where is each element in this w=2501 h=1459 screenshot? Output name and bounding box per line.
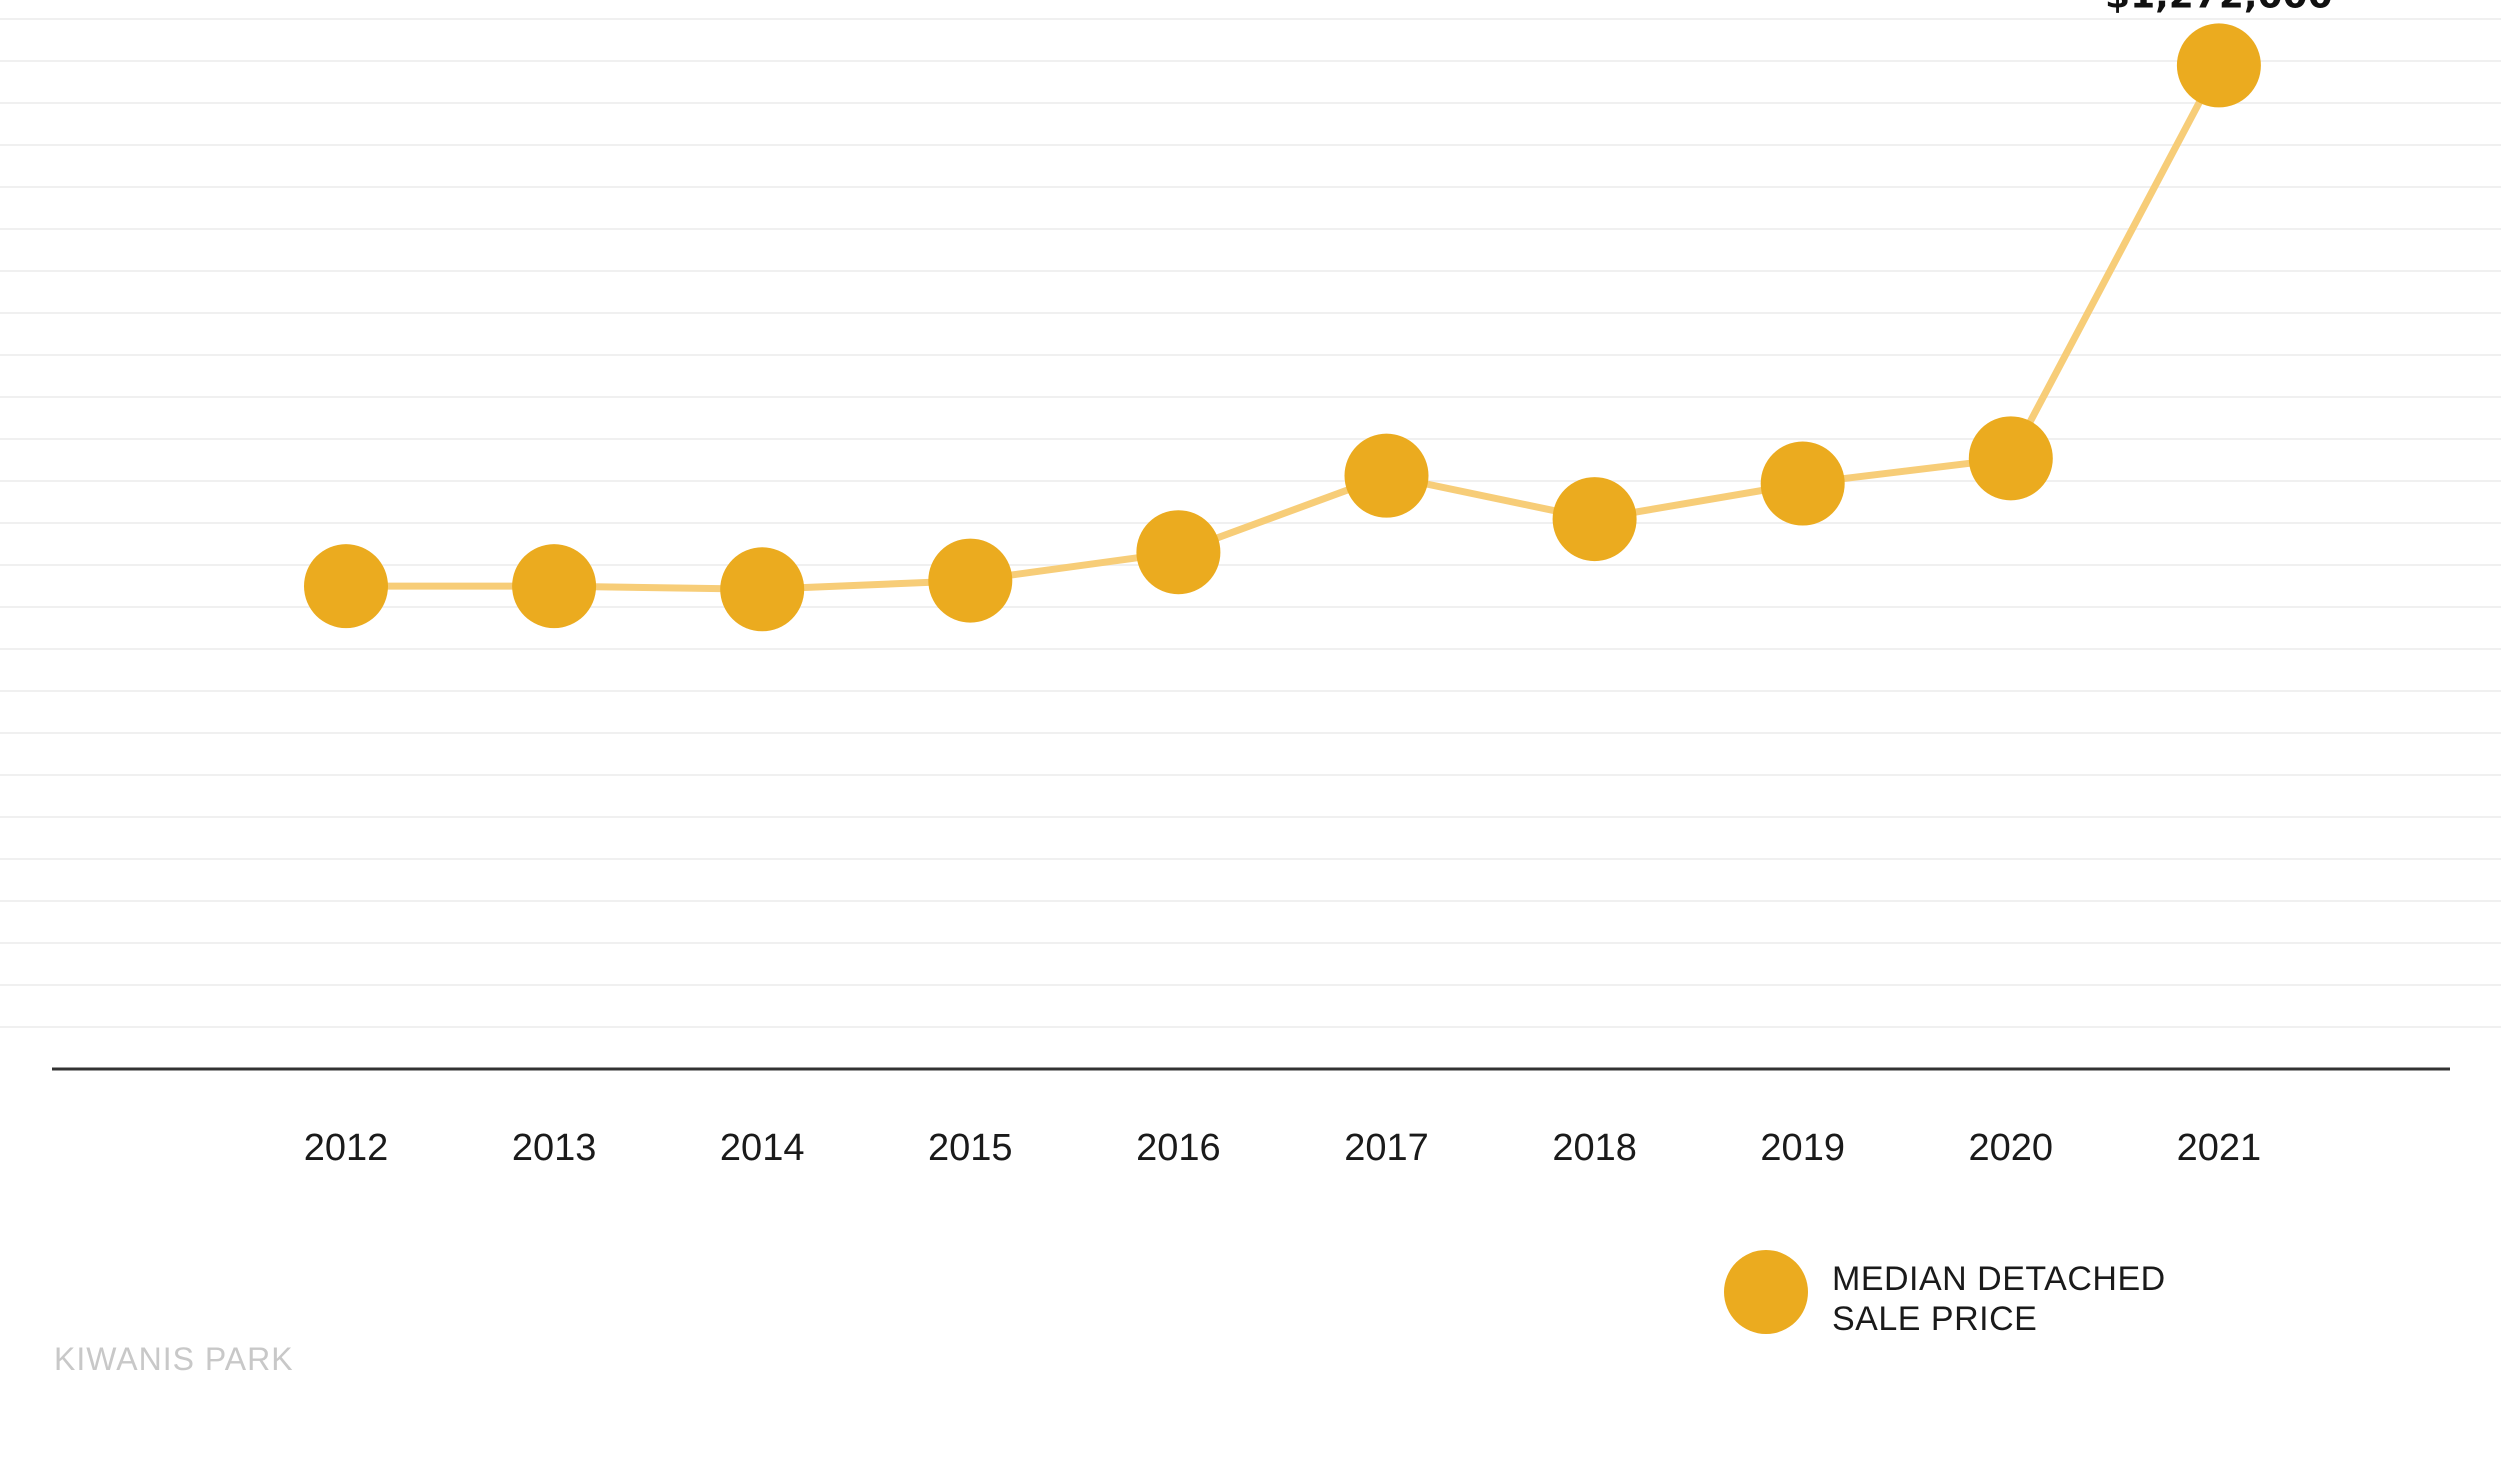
annotations: $1,272,000 (2105, 0, 2333, 16)
x-tick-label-2012: 2012 (304, 1127, 389, 1169)
x-tick-label-2021: 2021 (2177, 1127, 2262, 1169)
legend-label-line-1: MEDIAN DETACHED (1832, 1260, 2166, 1298)
series-line (346, 63, 2222, 593)
x-tick-label-2020: 2020 (1969, 1127, 2054, 1169)
data-point-2014 (720, 547, 805, 632)
x-tick-label-2019: 2019 (1760, 1127, 1845, 1169)
x-tick-label-2016: 2016 (1136, 1127, 1221, 1169)
caption-kiwanis-park: KIWANIS PARK (54, 1341, 294, 1377)
x-tick-label-2018: 2018 (1552, 1127, 1637, 1169)
data-point-2021 (2176, 23, 2261, 108)
data-point-2015 (928, 538, 1013, 623)
x-tick-label-2013: 2013 (512, 1127, 597, 1169)
data-point-2013 (512, 544, 597, 629)
data-point-2017 (1344, 433, 1429, 518)
x-tick-label-2015: 2015 (928, 1127, 1013, 1169)
data-point-2016 (1136, 510, 1221, 595)
legend-label-line-2: SALE PRICE (1832, 1300, 2037, 1338)
data-point-2019 (1760, 441, 1845, 526)
legend: MEDIAN DETACHED SALE PRICE (1724, 1250, 2166, 1338)
data-point-2018 (1552, 477, 1637, 562)
x-tick-label-2014: 2014 (720, 1127, 805, 1169)
data-label-2021: $1,272,000 (2105, 0, 2333, 16)
x-tick-label-2017: 2017 (1344, 1127, 1429, 1169)
legend-marker (1724, 1250, 1808, 1334)
data-point-2012 (304, 544, 388, 629)
data-points (304, 23, 2261, 632)
x-tick-labels: 2012 2013 2014 2015 2016 2017 2018 2019 2020 2021 (304, 1127, 2261, 1169)
data-point-2020 (1968, 416, 2053, 501)
